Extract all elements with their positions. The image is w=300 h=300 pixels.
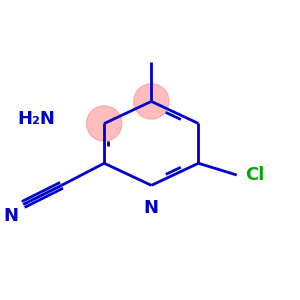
Text: N: N [4, 207, 19, 225]
Circle shape [134, 84, 169, 119]
Text: Cl: Cl [246, 166, 265, 184]
Text: N: N [144, 199, 159, 217]
Text: H₂N: H₂N [18, 110, 56, 128]
Circle shape [87, 106, 122, 141]
